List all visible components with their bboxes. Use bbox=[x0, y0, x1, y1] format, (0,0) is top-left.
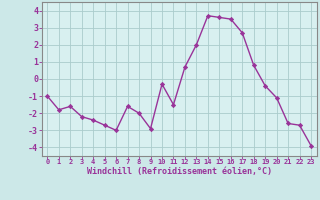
X-axis label: Windchill (Refroidissement éolien,°C): Windchill (Refroidissement éolien,°C) bbox=[87, 167, 272, 176]
